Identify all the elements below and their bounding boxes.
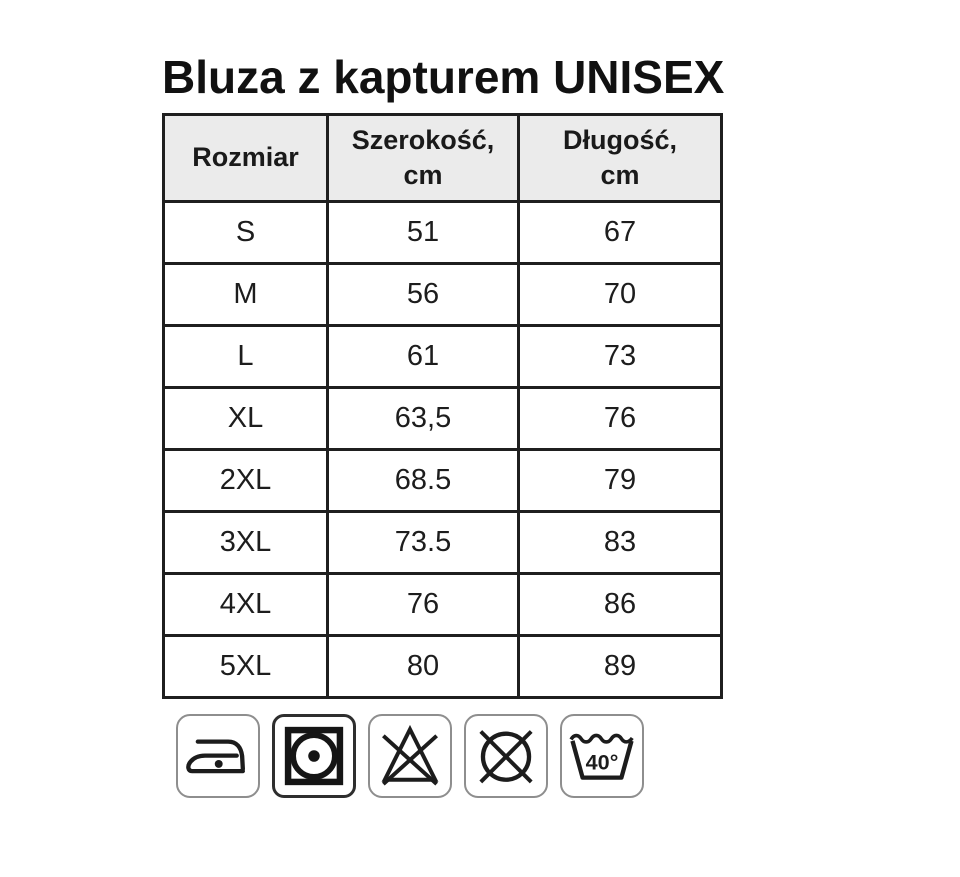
table-row: 5XL 80 89 — [162, 634, 723, 699]
length-cell: 73 — [517, 324, 723, 389]
size-table-header-row: Rozmiar Szerokość, cm Długość, cm — [162, 113, 723, 203]
table-row: 2XL 68.5 79 — [162, 448, 723, 513]
length-cell: 70 — [517, 262, 723, 327]
width-cell: 73.5 — [326, 510, 520, 575]
length-cell: 83 — [517, 510, 723, 575]
width-cell: 51 — [326, 200, 520, 265]
column-header-length: Długość, cm — [517, 113, 723, 203]
size-table: Rozmiar Szerokość, cm Długość, cm S 51 6… — [162, 113, 723, 699]
wash-40-degrees-icon: 40° — [560, 714, 644, 798]
length-cell: 76 — [517, 386, 723, 451]
table-row: 3XL 73.5 83 — [162, 510, 723, 575]
size-cell: XL — [162, 386, 329, 451]
do-not-bleach-icon — [368, 714, 452, 798]
size-cell: L — [162, 324, 329, 389]
size-cell: 4XL — [162, 572, 329, 637]
table-row: S 51 67 — [162, 200, 723, 265]
table-row: XL 63,5 76 — [162, 386, 723, 451]
wash-temperature-label: 40° — [586, 750, 619, 775]
care-symbols-row: 40° — [176, 714, 644, 798]
size-cell: S — [162, 200, 329, 265]
width-cell: 68.5 — [326, 448, 520, 513]
width-cell: 80 — [326, 634, 520, 699]
width-cell: 76 — [326, 572, 520, 637]
length-cell: 89 — [517, 634, 723, 699]
length-cell: 79 — [517, 448, 723, 513]
table-row: 4XL 76 86 — [162, 572, 723, 637]
size-cell: 5XL — [162, 634, 329, 699]
width-cell: 63,5 — [326, 386, 520, 451]
table-row: M 56 70 — [162, 262, 723, 327]
width-cell: 61 — [326, 324, 520, 389]
size-cell: 3XL — [162, 510, 329, 575]
iron-low-temperature-icon — [176, 714, 260, 798]
do-not-dry-clean-icon — [464, 714, 548, 798]
column-header-size: Rozmiar — [162, 113, 329, 203]
tumble-dry-low-icon — [272, 714, 356, 798]
size-cell: M — [162, 262, 329, 327]
size-cell: 2XL — [162, 448, 329, 513]
table-row: L 61 73 — [162, 324, 723, 389]
length-cell: 67 — [517, 200, 723, 265]
size-chart-title: Bluza z kapturem UNISEX — [162, 51, 725, 103]
length-cell: 86 — [517, 572, 723, 637]
column-header-width: Szerokość, cm — [326, 113, 520, 203]
width-cell: 56 — [326, 262, 520, 327]
